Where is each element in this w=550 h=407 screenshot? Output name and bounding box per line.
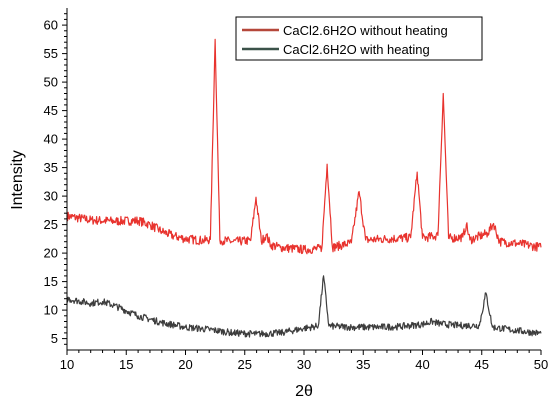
y-tick-label-15: 15 <box>44 274 58 289</box>
y-tick-label-10: 10 <box>44 303 58 318</box>
y-tick-label-5: 5 <box>51 331 58 346</box>
x-tick-label-25: 25 <box>238 357 252 372</box>
y-tick-label-45: 45 <box>44 103 58 118</box>
x-tick-label-30: 30 <box>297 357 311 372</box>
y-axis-title: Intensity <box>9 150 26 210</box>
x-axis-title: 2θ <box>295 383 313 400</box>
y-tick-label-50: 50 <box>44 75 58 90</box>
y-tick-label-55: 55 <box>44 46 58 61</box>
x-tick-label-15: 15 <box>119 357 133 372</box>
series-line-2 <box>66 275 542 338</box>
legend: CaCl2.6H2O without heating CaCl2.6H2O wi… <box>235 16 483 61</box>
x-tick-label-40: 40 <box>415 357 429 372</box>
legend-label-series-1: CaCl2.6H2O without heating <box>283 23 448 38</box>
y-tick-label-20: 20 <box>44 246 58 261</box>
ticks-layer: 10 15 20 25 30 35 40 45 505101520253035404550556… <box>44 13 548 372</box>
y-tick-label-30: 30 <box>44 189 58 204</box>
legend-label-series-2: CaCl2.6H2O with heating <box>283 42 430 57</box>
y-tick-label-25: 25 <box>44 217 58 232</box>
x-tick-label-50: 50 <box>534 357 548 372</box>
x-tick-label-20: 20 <box>178 357 192 372</box>
legend-box <box>235 16 483 61</box>
x-tick-label-35: 35 <box>356 357 370 372</box>
series-layer <box>66 38 542 338</box>
x-tick-label-10: 10 <box>60 357 74 372</box>
y-tick-label-35: 35 <box>44 160 58 175</box>
x-tick-label-45: 45 <box>475 357 489 372</box>
series-line-1 <box>66 38 542 255</box>
y-tick-label-40: 40 <box>44 132 58 147</box>
y-tick-label-60: 60 <box>44 18 58 33</box>
